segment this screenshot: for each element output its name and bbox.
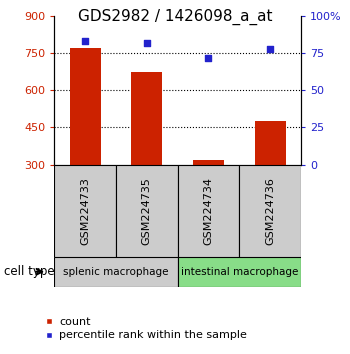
Text: GSM224733: GSM224733 xyxy=(80,177,90,245)
Bar xyxy=(239,165,301,257)
Text: GDS2982 / 1426098_a_at: GDS2982 / 1426098_a_at xyxy=(78,9,272,25)
Text: GSM224735: GSM224735 xyxy=(142,177,152,245)
Bar xyxy=(193,160,224,165)
Bar xyxy=(54,257,177,287)
Bar xyxy=(70,48,100,165)
Bar xyxy=(116,165,177,257)
Point xyxy=(267,46,273,51)
Bar xyxy=(177,257,301,287)
Point xyxy=(206,55,211,61)
Bar xyxy=(54,165,116,257)
Text: GSM224734: GSM224734 xyxy=(203,177,214,245)
Point xyxy=(144,40,149,46)
Bar xyxy=(131,72,162,165)
Bar xyxy=(255,121,286,165)
Text: intestinal macrophage: intestinal macrophage xyxy=(181,267,298,277)
Point xyxy=(82,38,88,44)
Legend: count, percentile rank within the sample: count, percentile rank within the sample xyxy=(41,313,252,345)
Bar xyxy=(177,165,239,257)
Text: GSM224736: GSM224736 xyxy=(265,177,275,245)
Text: cell type: cell type xyxy=(4,265,54,278)
Text: splenic macrophage: splenic macrophage xyxy=(63,267,169,277)
